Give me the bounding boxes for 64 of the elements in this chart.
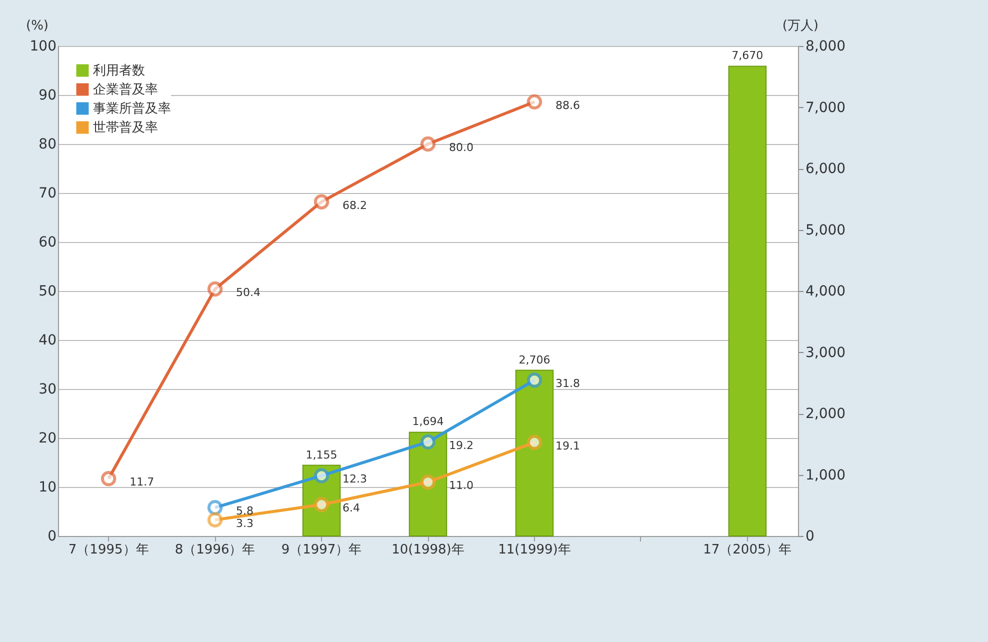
data-label: 12.3 — [342, 472, 368, 486]
data-label: 80.0 — [449, 141, 474, 154]
x-tick-label: 8（1996）年 — [174, 542, 256, 558]
data-label: 1,694 — [412, 415, 444, 428]
data-label: 3.3 — [236, 516, 254, 530]
point — [420, 434, 436, 450]
y2-tick-label: 4,000 — [806, 284, 846, 300]
y-tick-label: 60 — [38, 234, 56, 250]
y-tick-label: 30 — [38, 382, 56, 398]
x-tick-label: 9（1997）年 — [281, 542, 362, 558]
x-tick-label: 17（2005）年 — [703, 542, 792, 558]
y-tick-label: 70 — [38, 186, 56, 202]
y2-tick-label: 2,000 — [806, 406, 846, 422]
bar — [728, 66, 767, 536]
x-tick-label: 10(1998)年 — [392, 542, 464, 558]
data-label: 50.4 — [236, 286, 261, 300]
x-tick-label: 11(1999)年 — [498, 542, 571, 558]
data-label: 88.6 — [555, 98, 580, 112]
y-tick-label: 50 — [38, 284, 56, 300]
point — [420, 136, 436, 152]
x-tick-label: 7（1995）年 — [68, 542, 149, 558]
y2-tick-label: 5,000 — [806, 222, 846, 238]
y-tick-label: 20 — [38, 430, 56, 446]
point — [526, 372, 542, 388]
y2-tick-label: 7,000 — [806, 100, 846, 116]
point — [207, 281, 223, 297]
y-tick-label: 80 — [38, 136, 56, 152]
point — [314, 497, 330, 512]
point — [526, 434, 542, 450]
y-axis-title: (%) — [26, 18, 48, 34]
data-label: 68.2 — [342, 198, 368, 212]
y2-tick-label: 8,000 — [806, 38, 846, 54]
data-label: 31.8 — [555, 377, 580, 390]
y2-tick-label: 1,000 — [806, 467, 846, 484]
data-label: 19.1 — [555, 439, 580, 452]
data-label: 19.2 — [449, 438, 474, 452]
y2-axis-title: (万人) — [782, 18, 818, 34]
point — [314, 468, 330, 484]
data-label: 1,155 — [306, 448, 338, 462]
point — [314, 194, 330, 210]
data-label: 11.0 — [449, 479, 474, 492]
y-tick-label: 40 — [38, 332, 56, 348]
data-label: 7,670 — [732, 49, 764, 62]
point — [207, 512, 223, 528]
y-tick-label: 10 — [38, 480, 56, 496]
y-tick-label: 100 — [30, 38, 56, 54]
point — [526, 94, 542, 110]
legend-label: 世帯普及率 — [93, 120, 158, 136]
point — [420, 474, 436, 490]
y-tick-label: 90 — [38, 88, 56, 104]
point — [100, 471, 116, 486]
data-label: 6.4 — [342, 502, 360, 515]
legend-label: 事業所普及率 — [93, 100, 171, 116]
y2-tick-label: 3,000 — [806, 344, 846, 361]
y2-tick-label: 0 — [806, 528, 814, 544]
y-tick-label: 0 — [48, 528, 56, 544]
bar — [515, 370, 554, 536]
point — [207, 500, 223, 516]
legend-label: 利用者数 — [93, 64, 145, 78]
y2-tick-label: 6,000 — [806, 161, 846, 177]
data-label: 11.7 — [130, 476, 154, 489]
data-label: 2,706 — [518, 353, 550, 366]
data-label: 5.8 — [236, 504, 254, 518]
legend-label: 企業普及率 — [93, 82, 158, 98]
